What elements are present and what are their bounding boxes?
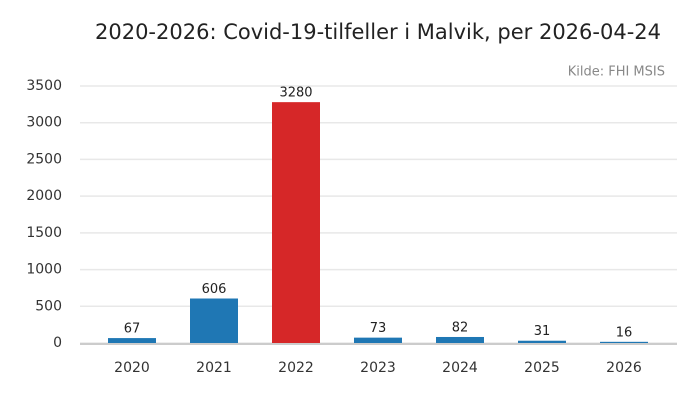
bar [272,102,320,343]
value-label: 3280 [279,86,312,101]
bar [354,337,402,343]
x-tick-label: 2021 [196,360,232,376]
y-tick-label: 3500 [26,78,62,94]
x-tick-label: 2025 [524,360,560,376]
bar [600,341,648,343]
x-tick-label: 2022 [278,360,314,376]
y-tick-label: 2000 [26,188,62,204]
value-label: 606 [202,282,227,297]
x-tick-label: 2023 [360,360,396,376]
y-tick-label: 0 [53,335,62,351]
value-label: 73 [370,321,387,336]
x-tick-label: 2020 [114,360,150,376]
value-label: 67 [124,322,141,337]
x-tick-label: 2024 [442,360,478,376]
x-tick-label: 2026 [606,360,642,376]
source-note: Kilde: FHI MSIS [568,65,665,80]
value-label: 16 [616,325,633,340]
bar [518,340,566,343]
bar [436,336,484,343]
chart-title: 2020-2026: Covid-19-tilfeller i Malvik, … [95,20,661,44]
y-tick-label: 1500 [26,225,62,241]
value-label: 31 [534,324,551,339]
bar [108,338,156,343]
y-tick-label: 3000 [26,115,62,131]
y-tick-label: 500 [35,298,62,314]
bar [190,298,238,343]
y-tick-label: 2500 [26,151,62,167]
y-tick-label: 1000 [26,262,62,278]
value-label: 82 [452,320,469,335]
